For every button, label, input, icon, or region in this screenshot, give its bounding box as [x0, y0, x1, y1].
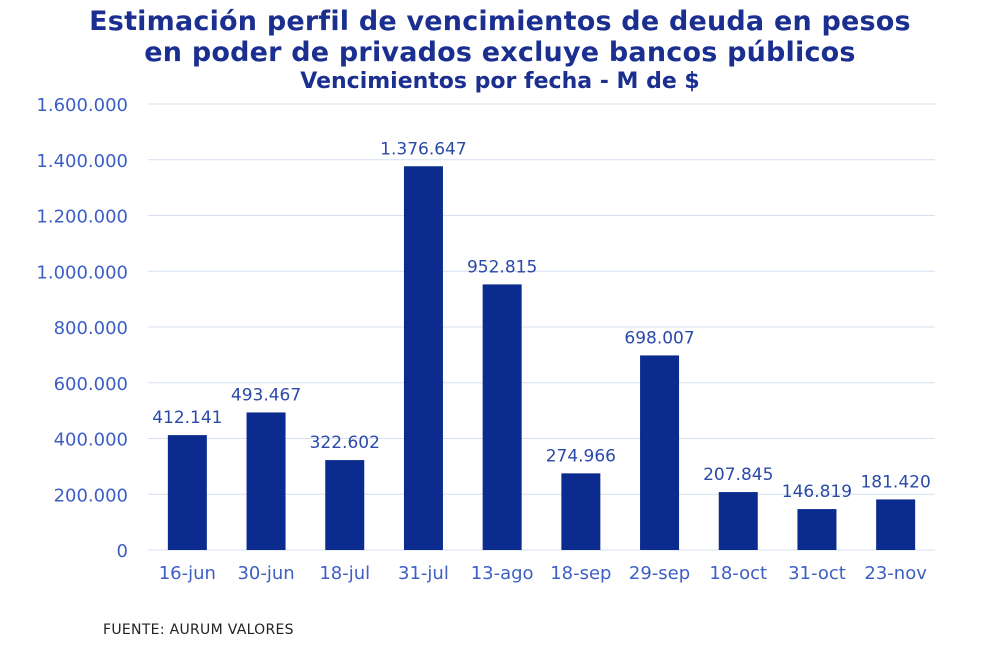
- data-label: 274.966: [546, 446, 616, 466]
- x-tick-label: 18-sep: [550, 563, 611, 584]
- y-tick-label: 400.000: [54, 430, 128, 451]
- data-label: 412.141: [152, 408, 222, 428]
- bar: [876, 499, 916, 550]
- y-tick-label: 1.600.000: [36, 95, 128, 116]
- x-tick-label: 13-ago: [471, 563, 534, 584]
- bar: [561, 473, 601, 550]
- data-label: 146.819: [782, 482, 852, 502]
- bar: [797, 509, 837, 550]
- bar: [482, 284, 522, 550]
- data-label: 698.007: [624, 328, 694, 348]
- x-tick-label: 29-sep: [629, 563, 690, 584]
- bar: [718, 492, 758, 550]
- x-tick-label: 23-nov: [864, 563, 927, 584]
- data-label: 1.376.647: [380, 139, 467, 159]
- bar: [246, 412, 286, 550]
- bar: [640, 355, 680, 550]
- source-note: FUENTE: AURUM VALORES: [103, 622, 294, 638]
- chart-header: Estimación perfil de vencimientos de deu…: [0, 6, 1000, 96]
- data-label: 322.602: [310, 433, 380, 453]
- x-tick-label: 18-oct: [709, 563, 767, 584]
- x-tick-label: 30-jun: [237, 563, 294, 584]
- y-tick-label: 1.000.000: [36, 262, 128, 283]
- bar: [403, 166, 443, 550]
- chart-title-line-2: en poder de privados excluye bancos públ…: [144, 37, 856, 68]
- data-label: 952.815: [467, 257, 537, 277]
- bar: [167, 435, 207, 550]
- data-label: 493.467: [231, 385, 301, 405]
- x-tick-label: 31-oct: [788, 563, 846, 584]
- x-tick-label: 16-jun: [159, 563, 216, 584]
- y-tick-label: 200.000: [54, 485, 128, 506]
- chart-title-line-1: Estimación perfil de vencimientos de deu…: [89, 6, 911, 37]
- data-label: 181.420: [860, 472, 930, 492]
- x-tick-label: 18-jul: [319, 563, 370, 584]
- chart-subtitle: Vencimientos por fecha - M de $: [300, 69, 700, 94]
- data-label: 207.845: [703, 465, 773, 485]
- x-tick-label: 31-jul: [398, 563, 449, 584]
- y-tick-label: 1.200.000: [36, 207, 128, 228]
- bar: [325, 460, 365, 550]
- y-tick-label: 0: [117, 541, 128, 562]
- y-tick-label: 600.000: [54, 374, 128, 395]
- y-tick-label: 800.000: [54, 318, 128, 339]
- y-tick-label: 1.400.000: [36, 151, 128, 172]
